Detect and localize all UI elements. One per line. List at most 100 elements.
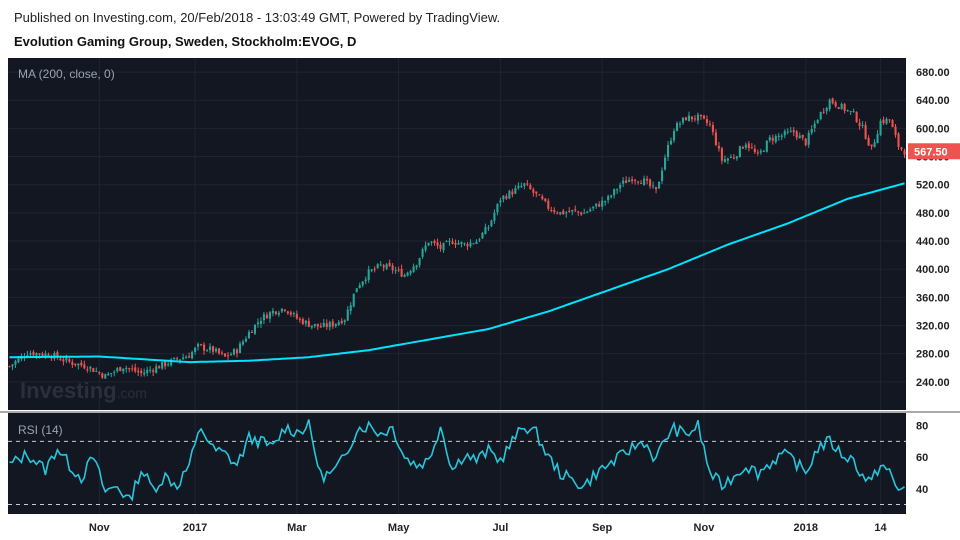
candle-up xyxy=(610,195,613,197)
candle-down xyxy=(505,196,508,199)
candle-up xyxy=(146,369,149,373)
candle-down xyxy=(316,323,319,327)
candle-down xyxy=(693,118,697,120)
price-tick-label: 240.00 xyxy=(916,377,950,389)
candle-down xyxy=(720,148,723,161)
candle-up xyxy=(313,323,316,327)
candle-up xyxy=(813,123,816,128)
candle-down xyxy=(834,102,837,107)
candle-up xyxy=(765,140,768,152)
candle-down xyxy=(708,123,711,125)
candle-up xyxy=(238,343,242,353)
candle-down xyxy=(640,182,643,184)
candle-up xyxy=(355,288,358,293)
candle-down xyxy=(382,265,385,268)
candle-down xyxy=(634,179,637,181)
candle-down xyxy=(307,320,310,327)
time-tick-label: May xyxy=(388,522,410,534)
candle-up xyxy=(744,144,747,148)
candle-up xyxy=(666,144,670,157)
candle-down xyxy=(795,131,798,138)
candle-up xyxy=(328,322,331,328)
candle-down xyxy=(574,209,577,211)
candle-up xyxy=(517,185,520,189)
candle-down xyxy=(544,198,547,202)
candle-down xyxy=(235,349,239,354)
candle-down xyxy=(59,358,62,361)
candle-up xyxy=(424,245,427,251)
candle-up xyxy=(95,371,98,373)
candle-up xyxy=(271,310,274,314)
candle-up xyxy=(14,361,17,365)
candle-up xyxy=(478,239,481,241)
candle-up xyxy=(876,134,879,144)
candle-down xyxy=(331,321,334,327)
candle-up xyxy=(113,371,116,373)
candle-down xyxy=(265,314,268,319)
candle-down xyxy=(451,241,454,244)
candle-up xyxy=(206,350,209,352)
candle-up xyxy=(460,242,463,244)
candle-down xyxy=(631,179,634,182)
candle-up xyxy=(364,279,367,282)
candle-down xyxy=(568,210,571,212)
time-tick-label: Nov xyxy=(89,522,111,534)
candle-down xyxy=(226,355,230,357)
candle-up xyxy=(663,157,667,170)
candle-up xyxy=(194,347,197,353)
candle-up xyxy=(229,354,233,356)
candle-up xyxy=(490,220,493,227)
candle-up xyxy=(583,212,586,214)
candle-up xyxy=(418,258,421,266)
rsi-tick-label: 40 xyxy=(916,484,928,496)
candle-down xyxy=(176,358,179,360)
candle-up xyxy=(487,227,490,229)
candle-up xyxy=(403,275,406,277)
candle-up xyxy=(412,266,415,273)
candle-up xyxy=(262,314,265,321)
price-panel-bg xyxy=(8,58,906,410)
candle-up xyxy=(681,117,685,123)
candle-up xyxy=(783,131,786,136)
rsi-indicator-label: RSI (14) xyxy=(18,423,63,437)
candle-up xyxy=(619,184,622,189)
candle-up xyxy=(601,200,604,207)
candle-down xyxy=(47,354,50,358)
candle-up xyxy=(493,212,496,221)
candle-up xyxy=(595,203,598,207)
candle-up xyxy=(508,190,511,199)
candle-up xyxy=(253,324,256,334)
candle-down xyxy=(903,150,906,155)
candle-up xyxy=(825,107,828,112)
candle-down xyxy=(837,107,840,109)
candle-up xyxy=(116,368,119,372)
candle-up xyxy=(173,357,176,360)
candle-down xyxy=(541,196,544,200)
candle-up xyxy=(873,142,876,148)
candle-down xyxy=(801,134,804,138)
candle-up xyxy=(337,322,340,325)
candle-down xyxy=(717,145,720,149)
candle-up xyxy=(472,243,475,245)
candle-down xyxy=(68,359,71,362)
time-tick-label: 14 xyxy=(874,522,887,534)
candle-up xyxy=(672,130,676,141)
candle-down xyxy=(8,366,11,368)
candle-up xyxy=(268,312,271,319)
candle-down xyxy=(888,119,891,121)
candle-up xyxy=(696,114,700,121)
candle-down xyxy=(298,318,301,320)
candle-down xyxy=(203,344,206,351)
candle-down xyxy=(547,200,550,209)
candle-down xyxy=(843,104,846,111)
candle-up xyxy=(191,352,194,359)
candle-up xyxy=(322,322,325,327)
candle-up xyxy=(885,118,888,124)
candle-down xyxy=(83,364,86,369)
candle-down xyxy=(897,133,900,147)
candle-up xyxy=(520,186,523,188)
candle-down xyxy=(655,186,658,190)
candle-down xyxy=(289,312,292,315)
candle-up xyxy=(65,357,68,361)
